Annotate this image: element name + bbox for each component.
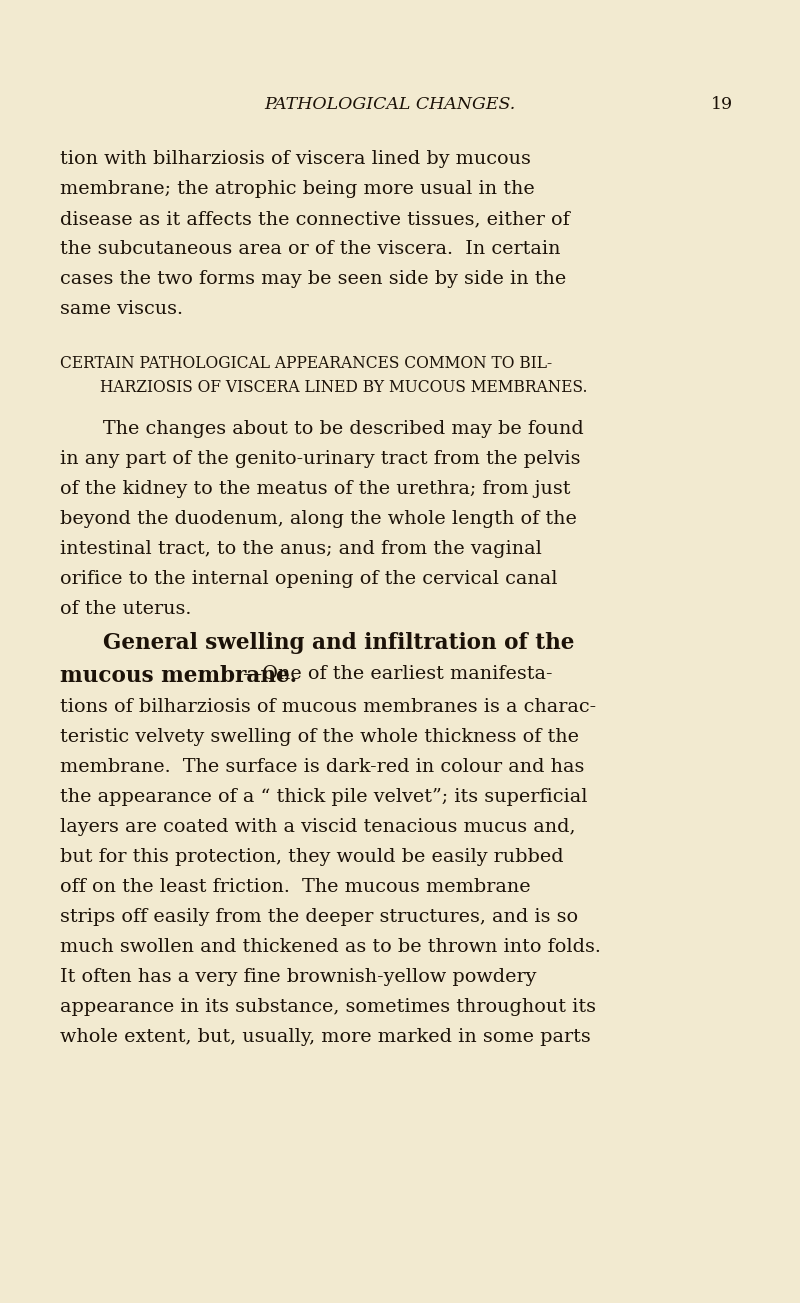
Text: off on the least friction.  The mucous membrane: off on the least friction. The mucous me… bbox=[60, 878, 530, 896]
Text: HARZIOSIS OF VISCERA LINED BY MUCOUS MEMBRANES.: HARZIOSIS OF VISCERA LINED BY MUCOUS MEM… bbox=[100, 379, 587, 396]
Text: appearance in its substance, sometimes throughout its: appearance in its substance, sometimes t… bbox=[60, 998, 596, 1016]
Text: same viscus.: same viscus. bbox=[60, 300, 183, 318]
Text: beyond the duodenum, along the whole length of the: beyond the duodenum, along the whole len… bbox=[60, 509, 577, 528]
Text: membrane.  The surface is dark-red in colour and has: membrane. The surface is dark-red in col… bbox=[60, 758, 584, 777]
Text: layers are coated with a viscid tenacious mucus and,: layers are coated with a viscid tenaciou… bbox=[60, 818, 575, 837]
Text: in any part of the genito-urinary tract from the pelvis: in any part of the genito-urinary tract … bbox=[60, 450, 581, 468]
Text: intestinal tract, to the anus; and from the vaginal: intestinal tract, to the anus; and from … bbox=[60, 539, 542, 558]
Text: the subcutaneous area or of the viscera.  In certain: the subcutaneous area or of the viscera.… bbox=[60, 240, 561, 258]
Text: tions of bilharziosis of mucous membranes is a charac-: tions of bilharziosis of mucous membrane… bbox=[60, 698, 596, 717]
Text: The changes about to be described may be found: The changes about to be described may be… bbox=[103, 420, 584, 438]
Text: 19: 19 bbox=[711, 96, 733, 113]
Text: of the uterus.: of the uterus. bbox=[60, 599, 191, 618]
Text: General swelling and infiltration of the: General swelling and infiltration of the bbox=[103, 632, 574, 654]
Text: tion with bilharziosis of viscera lined by mucous: tion with bilharziosis of viscera lined … bbox=[60, 150, 531, 168]
Text: CERTAIN PATHOLOGICAL APPEARANCES COMMON TO BIL-: CERTAIN PATHOLOGICAL APPEARANCES COMMON … bbox=[60, 354, 552, 371]
Text: strips off easily from the deeper structures, and is so: strips off easily from the deeper struct… bbox=[60, 908, 578, 926]
Text: the appearance of a “ thick pile velvet”; its superficial: the appearance of a “ thick pile velvet”… bbox=[60, 788, 587, 807]
Text: whole extent, but, usually, more marked in some parts: whole extent, but, usually, more marked … bbox=[60, 1028, 590, 1046]
Text: It often has a very fine brownish-yellow powdery: It often has a very fine brownish-yellow… bbox=[60, 968, 536, 986]
Text: membrane; the atrophic being more usual in the: membrane; the atrophic being more usual … bbox=[60, 180, 534, 198]
Text: much swollen and thickened as to be thrown into folds.: much swollen and thickened as to be thro… bbox=[60, 938, 601, 956]
Text: PATHOLOGICAL CHANGES.: PATHOLOGICAL CHANGES. bbox=[264, 96, 516, 113]
Text: mucous membrane.: mucous membrane. bbox=[60, 665, 297, 687]
Text: orifice to the internal opening of the cervical canal: orifice to the internal opening of the c… bbox=[60, 569, 558, 588]
Text: —One of the earliest manifesta-: —One of the earliest manifesta- bbox=[243, 665, 553, 683]
Text: but for this protection, they would be easily rubbed: but for this protection, they would be e… bbox=[60, 848, 564, 866]
Text: of the kidney to the meatus of the urethra; from just: of the kidney to the meatus of the ureth… bbox=[60, 480, 570, 498]
Text: cases the two forms may be seen side by side in the: cases the two forms may be seen side by … bbox=[60, 270, 566, 288]
Text: disease as it affects the connective tissues, either of: disease as it affects the connective tis… bbox=[60, 210, 570, 228]
Text: teristic velvety swelling of the whole thickness of the: teristic velvety swelling of the whole t… bbox=[60, 728, 579, 747]
